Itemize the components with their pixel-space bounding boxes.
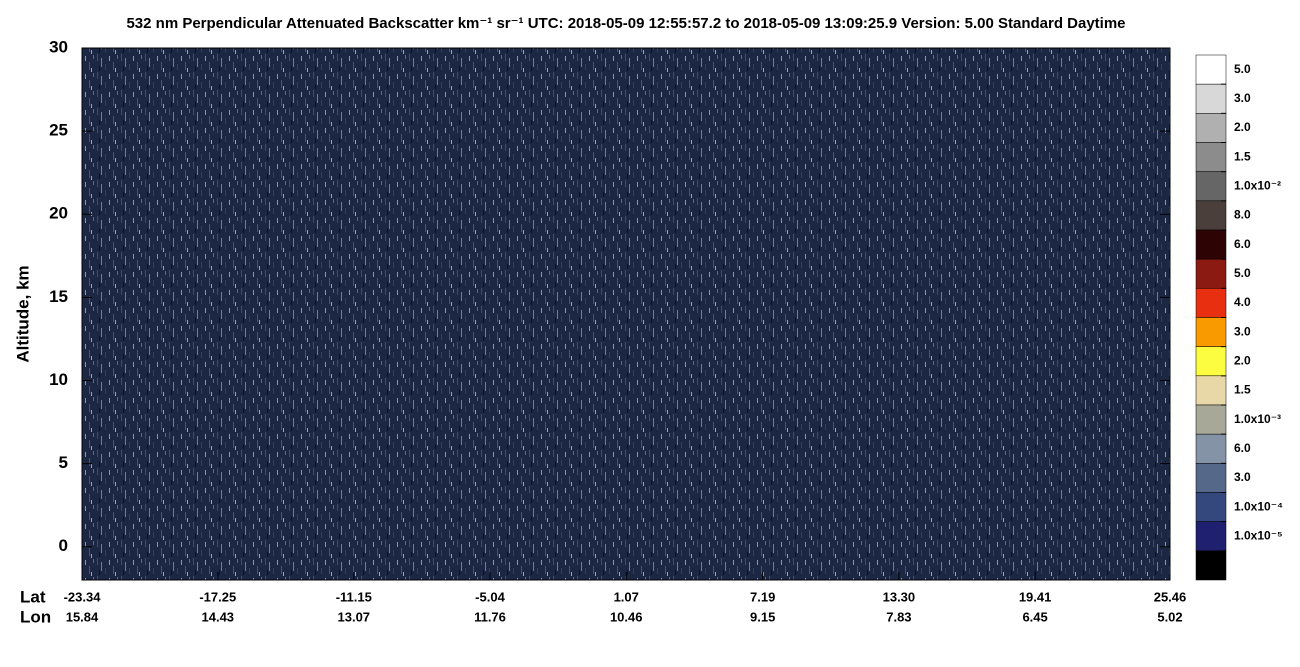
- colorbar-swatch: [1195, 433, 1227, 464]
- x-tick-label: -11.15: [336, 589, 372, 604]
- y-tick-label: 5: [59, 453, 68, 472]
- y-tick-label: 30: [49, 37, 68, 56]
- x2-tick-label: 9.15: [750, 609, 775, 624]
- colorbar-label: 6.0: [1234, 237, 1251, 251]
- x2-tick-label: 6.45: [1022, 609, 1047, 624]
- colorbar-label: 6.0: [1234, 441, 1251, 455]
- colorbar-swatch: [1195, 492, 1227, 522]
- x-tick-label: 25.46: [1154, 589, 1187, 604]
- x-tick-label: -23.34: [64, 589, 102, 604]
- colorbar-label: 3.0: [1234, 470, 1251, 484]
- colorbar-label: 3.0: [1234, 91, 1251, 105]
- y-tick-label: 15: [49, 287, 68, 306]
- x-axis-label: Lat: [20, 587, 46, 606]
- colorbar-label: 5.0: [1234, 266, 1251, 280]
- x2-tick-label: 13.07: [338, 609, 371, 624]
- x2-tick-label: 5.02: [1157, 609, 1182, 624]
- colorbar-label: 1.0x10⁻³: [1234, 412, 1281, 426]
- colorbar-label: 1.5: [1234, 149, 1251, 163]
- y-tick-label: 0: [59, 536, 68, 555]
- colorbar-label: 3.0: [1234, 324, 1251, 338]
- colorbar-swatch: [1195, 200, 1227, 231]
- y-tick-label: 25: [49, 121, 68, 140]
- colorbar-swatch: [1195, 288, 1227, 318]
- colorbar-label: 1.0x10⁻²: [1234, 178, 1281, 192]
- colorbar-swatch: [1195, 258, 1227, 289]
- y-tick-label: 20: [49, 204, 68, 223]
- plot-area: [81, 47, 1171, 581]
- x2-tick-label: 11.76: [474, 609, 506, 624]
- colorbar-label: 1.0x10⁻⁴: [1234, 499, 1283, 513]
- x-tick-label: 13.30: [883, 589, 916, 604]
- colorbar-swatch: [1195, 83, 1227, 114]
- x-tick-label: -17.25: [199, 589, 236, 604]
- colorbar-label: 1.5: [1234, 383, 1251, 397]
- x-tick-label: 7.19: [750, 589, 775, 604]
- colorbar-swatch: [1195, 463, 1227, 493]
- colorbar-label: 4.0: [1234, 295, 1251, 309]
- x-tick-label: 19.41: [1019, 589, 1052, 604]
- colorbar-swatch: [1195, 550, 1227, 581]
- colorbar-label: 2.0: [1234, 353, 1251, 367]
- y-axis-label: Altitude, km: [13, 265, 32, 362]
- colorbar-label: 1.0x10⁻⁵: [1234, 528, 1283, 542]
- colorbar-swatch: [1195, 113, 1227, 143]
- x2-axis-label: Lon: [20, 607, 51, 626]
- x-tick-label: 1.07: [614, 589, 639, 604]
- colorbar-swatch: [1195, 142, 1227, 172]
- colorbar-swatch: [1195, 521, 1227, 552]
- chart-title: 532 nm Perpendicular Attenuated Backscat…: [126, 15, 1125, 32]
- x-tick-label: -5.04: [475, 589, 505, 604]
- y-tick-label: 10: [49, 370, 68, 389]
- colorbar-swatch: [1195, 54, 1227, 85]
- x2-tick-label: 15.84: [66, 609, 99, 624]
- colorbar-swatch: [1195, 346, 1227, 377]
- colorbar-swatch: [1195, 375, 1227, 406]
- colorbar-swatch: [1195, 229, 1227, 260]
- x2-tick-label: 7.83: [886, 609, 911, 624]
- colorbar-label: 2.0: [1234, 120, 1251, 134]
- colorbar-swatch: [1195, 404, 1227, 435]
- colorbar-swatch: [1195, 317, 1227, 347]
- colorbar-swatch: [1195, 171, 1227, 202]
- colorbar-label: 8.0: [1234, 208, 1251, 222]
- colorbar-label: 5.0: [1234, 62, 1251, 76]
- x2-tick-label: 14.43: [202, 609, 235, 624]
- x2-tick-label: 10.46: [610, 609, 643, 624]
